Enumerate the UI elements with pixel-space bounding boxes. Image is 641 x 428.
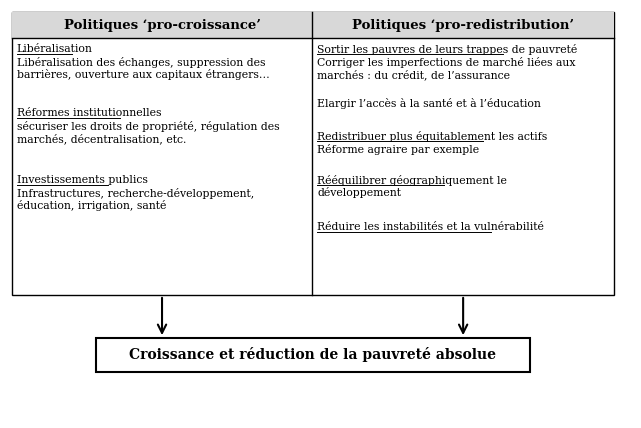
Text: barrières, ouverture aux capitaux étrangers…: barrières, ouverture aux capitaux étrang… (17, 69, 269, 80)
Text: Réformes institutionnelles: Réformes institutionnelles (17, 108, 161, 118)
Text: Redistribuer plus équitablement les actifs: Redistribuer plus équitablement les acti… (317, 131, 547, 142)
Text: Politiques ‘pro-redistribution’: Politiques ‘pro-redistribution’ (352, 18, 574, 32)
Bar (96, 338, 530, 372)
Text: sécuriser les droits de propriété, régulation des: sécuriser les droits de propriété, régul… (17, 121, 279, 132)
Text: Libéralisation des échanges, suppression des: Libéralisation des échanges, suppression… (17, 57, 265, 68)
Text: marchés, décentralisation, etc.: marchés, décentralisation, etc. (17, 133, 186, 144)
Text: Réforme agraire par exemple: Réforme agraire par exemple (317, 144, 479, 155)
Bar (12, 12, 312, 38)
Text: Libéralisation: Libéralisation (17, 44, 92, 54)
Text: Sortir les pauvres de leurs trappes de pauvreté: Sortir les pauvres de leurs trappes de p… (317, 44, 578, 55)
Bar (12, 12, 614, 295)
Bar (312, 12, 614, 38)
Text: Rééquilibrer géographiquement le: Rééquilibrer géographiquement le (317, 175, 507, 186)
Text: Politiques ‘pro-croissance’: Politiques ‘pro-croissance’ (63, 18, 260, 32)
Text: développement: développement (317, 187, 401, 198)
Text: Elargir l’accès à la santé et à l’éducation: Elargir l’accès à la santé et à l’éducat… (317, 98, 541, 109)
Text: Croissance et réduction de la pauvreté absolue: Croissance et réduction de la pauvreté a… (129, 348, 496, 363)
Text: marchés : du crédit, de l’assurance: marchés : du crédit, de l’assurance (317, 69, 510, 80)
Text: Infrastructures, recherche-développement,: Infrastructures, recherche-développement… (17, 188, 254, 199)
Text: Réduire les instabilités et la vulnérabilité: Réduire les instabilités et la vulnérabi… (317, 222, 544, 232)
Text: Investissements publics: Investissements publics (17, 175, 147, 185)
Text: Corriger les imperfections de marché liées aux: Corriger les imperfections de marché lié… (317, 57, 576, 68)
Text: éducation, irrigation, santé: éducation, irrigation, santé (17, 200, 166, 211)
